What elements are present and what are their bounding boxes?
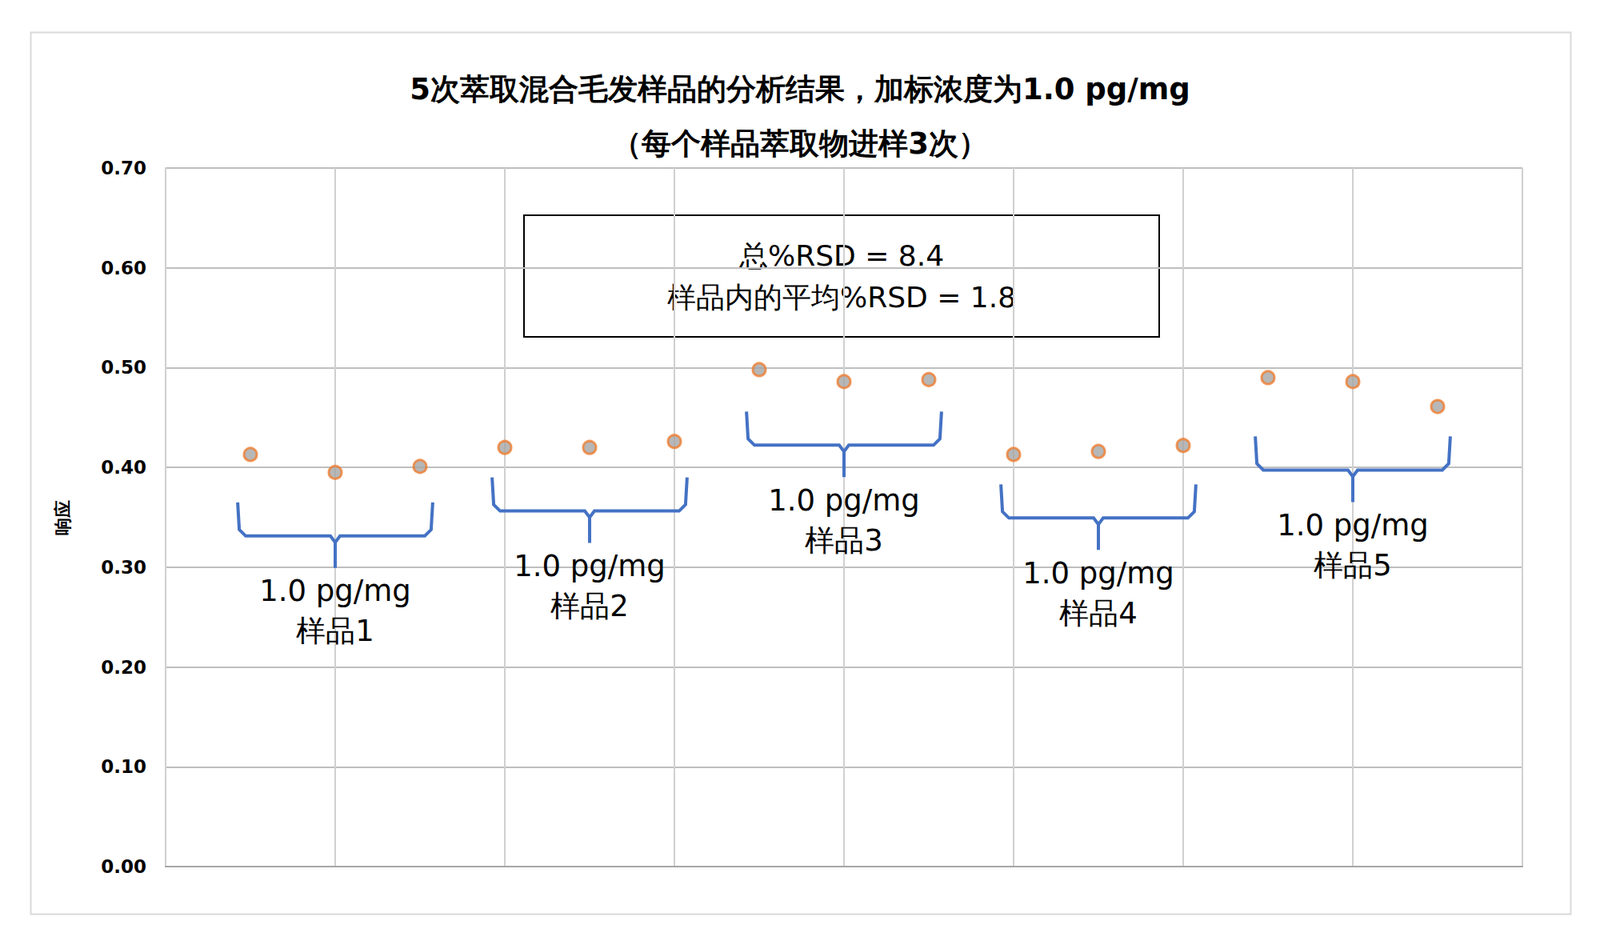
svg-text:0.70: 0.70 bbox=[100, 157, 147, 179]
svg-text:1.0 pg/mg: 1.0 pg/mg bbox=[1022, 556, 1175, 591]
svg-text:样品1: 样品1 bbox=[296, 613, 375, 648]
svg-text:样品2: 样品2 bbox=[550, 588, 629, 624]
svg-text:样品3: 样品3 bbox=[804, 523, 884, 558]
svg-text:样品5: 样品5 bbox=[1313, 548, 1392, 583]
svg-text:0.60: 0.60 bbox=[100, 257, 147, 279]
svg-text:0.00: 0.00 bbox=[100, 856, 147, 877]
svg-text:样品内的平均%RSD = 1.8: 样品内的平均%RSD = 1.8 bbox=[667, 280, 1016, 314]
svg-text:0.10: 0.10 bbox=[100, 756, 147, 777]
svg-text:样品4: 样品4 bbox=[1059, 596, 1138, 631]
svg-text:1.0 pg/mg: 1.0 pg/mg bbox=[1276, 508, 1429, 543]
svg-text:响应: 响应 bbox=[52, 500, 73, 536]
svg-text:0.30: 0.30 bbox=[100, 556, 147, 578]
svg-text:（每个样品萃取物进样3次）: （每个样品萃取物进样3次） bbox=[612, 126, 988, 161]
svg-text:0.20: 0.20 bbox=[100, 656, 147, 678]
svg-text:总%RSD = 8.4: 总%RSD = 8.4 bbox=[738, 239, 944, 272]
svg-text:1.0 pg/mg: 1.0 pg/mg bbox=[259, 573, 412, 608]
svg-text:0.40: 0.40 bbox=[100, 456, 147, 478]
svg-text:5次萃取混合毛发样品的分析结果，加标浓度为1.0 pg/mg: 5次萃取混合毛发样品的分析结果，加标浓度为1.0 pg/mg bbox=[409, 72, 1191, 107]
svg-text:1.0 pg/mg: 1.0 pg/mg bbox=[513, 548, 666, 584]
svg-text:0.50: 0.50 bbox=[100, 356, 147, 378]
svg-text:1.0 pg/mg: 1.0 pg/mg bbox=[768, 483, 920, 518]
